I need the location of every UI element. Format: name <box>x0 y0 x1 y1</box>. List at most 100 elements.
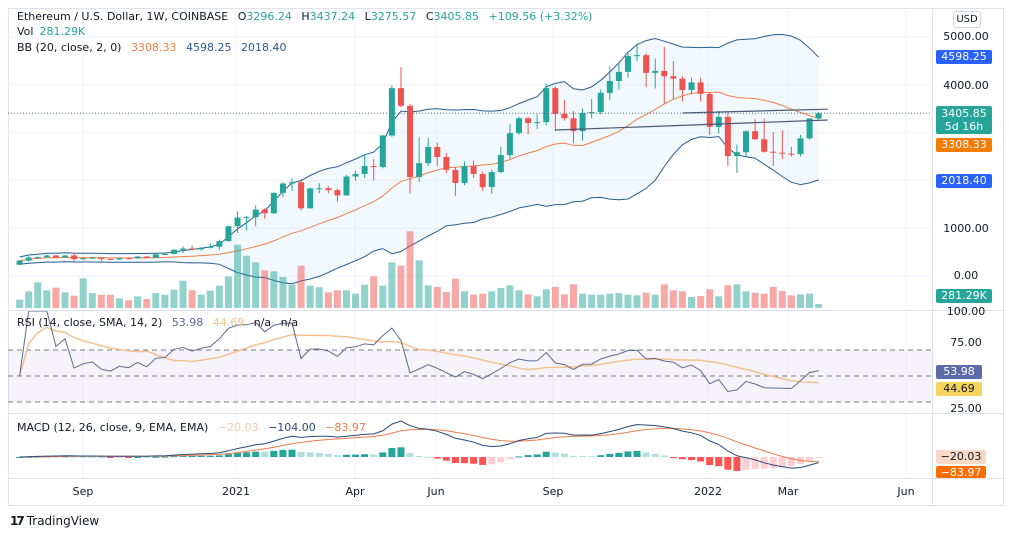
candle-body <box>34 257 41 259</box>
volume-bar <box>542 289 550 308</box>
volume-bar <box>88 293 96 308</box>
bb-basis-value: 3308.33 <box>130 41 177 54</box>
volume-bar <box>769 287 777 308</box>
last-price-value: 3405.85 <box>941 107 987 120</box>
bb-upper-line <box>19 33 819 258</box>
macd-histogram-bar <box>125 457 133 458</box>
candle-body <box>334 190 341 196</box>
macd-histogram-bar <box>706 457 714 466</box>
macd-histogram-bar <box>152 456 160 458</box>
macd-histogram-bar <box>569 455 577 457</box>
volume-bar <box>697 296 705 308</box>
open-value: 3296.24 <box>246 10 292 23</box>
macd-histogram-bar <box>388 448 396 457</box>
macd-histogram-bar <box>642 452 650 457</box>
last-price-badge: 3405.85 5d 16h <box>936 106 992 134</box>
volume-bar <box>397 265 405 308</box>
volume-bar <box>315 287 323 308</box>
candle-body <box>679 78 686 91</box>
low-label: L <box>364 10 371 23</box>
volume-bar <box>143 299 151 308</box>
volume-bars <box>16 231 823 308</box>
price-tick: 0.00 <box>953 269 979 282</box>
candle-body <box>561 113 568 119</box>
macd-label: MACD (12, 26, close, 9, EMA, EMA) <box>17 421 209 434</box>
candle-body <box>443 156 450 170</box>
macd-histogram-bar <box>406 453 414 457</box>
volume-bar <box>597 294 605 308</box>
macd-histogram-bar <box>715 457 723 467</box>
symbol-title: Ethereum / U.S. Dollar, 1W, COINBASE <box>17 10 229 23</box>
currency-button[interactable]: USD <box>953 11 981 28</box>
volume-bar <box>16 299 24 308</box>
rsi-legend[interactable]: RSI (14, close, SMA, 14, 2) 53.98 44.69 … <box>17 316 304 330</box>
volume-bar <box>25 291 33 308</box>
candle-body <box>434 146 441 157</box>
rsi-label: RSI (14, close, SMA, 14, 2) <box>17 316 163 329</box>
candle-body <box>670 76 677 79</box>
bb-upper-badge: 4598.25 <box>936 50 992 64</box>
trendline <box>682 108 828 114</box>
candle-body <box>16 260 23 265</box>
macd-histogram-bar <box>551 452 559 457</box>
macd-histogram-bar <box>606 453 614 457</box>
grid <box>8 8 932 478</box>
rsi-lower-value: n/a <box>280 316 299 329</box>
macd-histogram-bar <box>769 457 777 469</box>
macd-histogram-bar <box>815 457 823 458</box>
candle-body <box>779 152 786 154</box>
candle-body <box>534 122 541 124</box>
high-label: H <box>301 10 310 23</box>
volume-bar <box>715 296 723 308</box>
macd-histogram-bar <box>633 450 641 457</box>
macd-histogram-bar <box>751 457 759 469</box>
trendlines[interactable] <box>555 108 828 131</box>
volume-bar <box>451 278 459 308</box>
tradingview-logo[interactable]: 17 TradingView <box>10 514 99 528</box>
candle-body <box>752 131 759 140</box>
volume-bar <box>115 298 123 308</box>
macd-histogram-bar <box>651 453 659 457</box>
macd-histogram-bar <box>206 455 214 457</box>
volume-bar <box>52 287 60 308</box>
volume-bar <box>279 277 287 308</box>
macd-legend[interactable]: MACD (12, 26, close, 9, EMA, EMA) −20.03… <box>17 421 372 435</box>
candle-body <box>161 253 168 255</box>
volume-bar <box>651 294 659 308</box>
macd-histogram-bar <box>288 449 296 457</box>
macd-histogram-bar <box>215 455 223 457</box>
candle-body <box>152 254 159 258</box>
candles[interactable] <box>16 43 822 266</box>
macd-histogram-bar <box>270 450 278 457</box>
symbol-legend[interactable]: Ethereum / U.S. Dollar, 1W, COINBASE O32… <box>17 10 598 24</box>
bb-legend[interactable]: BB (20, close, 2, 0) 3308.33 4598.25 201… <box>17 41 292 55</box>
volume-bar <box>806 293 814 308</box>
macd-histogram-bar <box>106 457 114 458</box>
macd-histogram-bar <box>461 457 469 464</box>
rsi-tick: 75.00 <box>950 336 982 349</box>
candle-body <box>597 92 604 113</box>
volume-bar <box>497 288 505 308</box>
macd-histogram-bar <box>424 456 432 458</box>
candle-body <box>588 112 595 114</box>
candle-body <box>788 153 795 155</box>
macd-histogram-bar <box>397 447 405 457</box>
volume-bar <box>361 284 369 308</box>
volume-bar <box>170 289 178 308</box>
volume-bar <box>215 285 223 308</box>
trendline <box>555 119 828 131</box>
macd-histogram-bar <box>533 454 541 457</box>
candle-body <box>225 226 232 242</box>
price-tick: 1000.00 <box>943 222 989 235</box>
macd-histogram-bar <box>615 452 623 457</box>
volume-legend[interactable]: Vol 281.29K <box>17 25 91 39</box>
candle-body <box>688 82 695 91</box>
volume-bar <box>70 295 78 308</box>
macd-histogram-bar <box>279 449 287 457</box>
macd-histogram-bar <box>778 457 786 468</box>
rsi-upper-value: n/a <box>253 316 272 329</box>
bar-countdown: 5d 16h <box>944 120 984 133</box>
macd-histogram-bar <box>697 457 705 462</box>
candle-body <box>279 183 286 193</box>
